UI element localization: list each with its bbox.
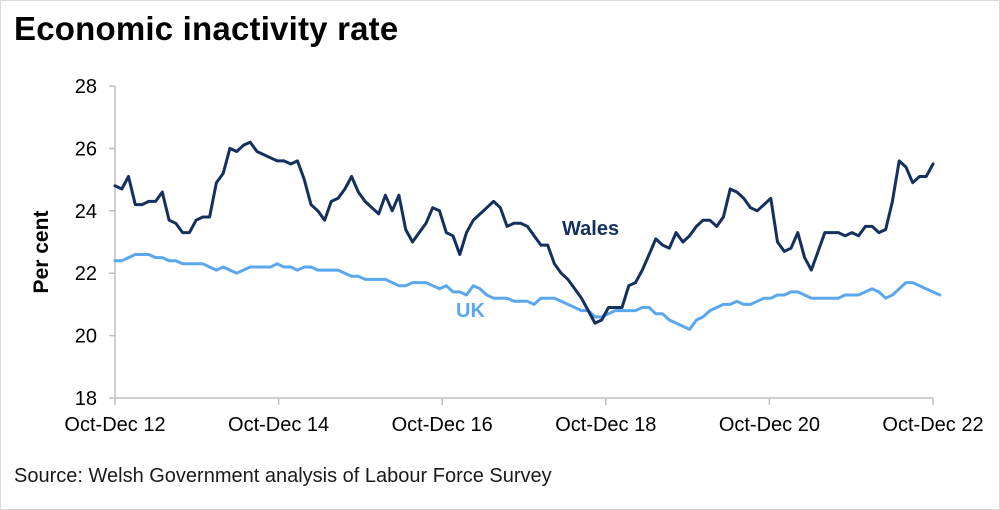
wales-series-line	[113, 140, 935, 325]
y-tick-label: 18	[75, 388, 97, 410]
y-tick-labels: 18 20 22 24 26 28	[75, 76, 97, 410]
x-tick-label: Oct-Dec 14	[228, 414, 329, 436]
x-tick-label: Oct-Dec 20	[719, 414, 820, 436]
x-tick-label: Oct-Dec 22	[882, 414, 983, 436]
chart-title: Economic inactivity rate	[14, 10, 399, 47]
x-tick-label: Oct-Dec 16	[392, 414, 493, 436]
axes	[109, 85, 934, 405]
y-tick-label: 26	[75, 138, 97, 160]
source-note: Source: Welsh Government analysis of Lab…	[14, 465, 552, 487]
y-tick-label: 24	[75, 201, 97, 223]
x-tick-label: Oct-Dec 12	[64, 414, 165, 436]
y-tick-label: 22	[75, 263, 97, 285]
series-lines	[113, 140, 942, 331]
x-tick-labels: Oct-Dec 12 Oct-Dec 14 Oct-Dec 16 Oct-Dec 18…	[64, 414, 983, 436]
y-axis-label: Per cent	[30, 211, 53, 294]
wales-series-label: Wales	[562, 218, 619, 240]
uk-series-label: UK	[456, 300, 485, 322]
y-tick-label: 20	[75, 326, 97, 348]
x-tick-label: Oct-Dec 18	[555, 414, 656, 436]
uk-series-line	[113, 253, 942, 331]
y-tick-label: 28	[75, 76, 97, 98]
